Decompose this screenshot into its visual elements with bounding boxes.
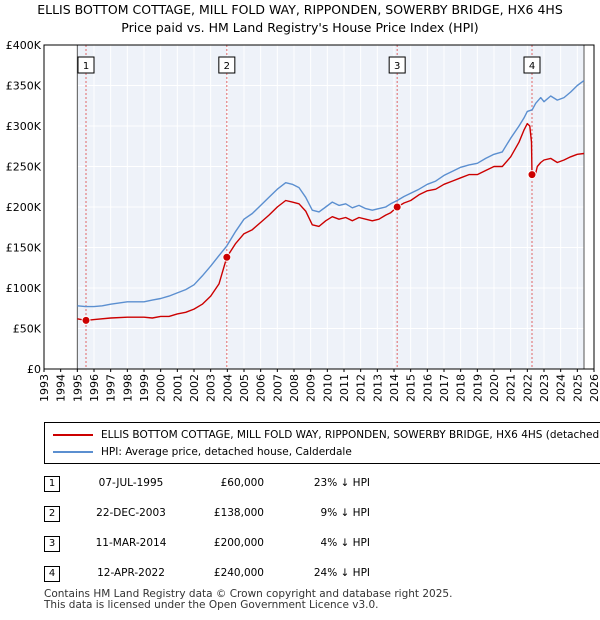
sale-label-number: 2 [224, 61, 230, 72]
x-tick-label: 2003 [205, 374, 218, 402]
table-row: 3 11-MAR-2014 £200,000 4% ↓ HPI [44, 534, 444, 554]
x-tick-label: 2024 [555, 374, 568, 402]
sale-label-number: 3 [394, 61, 400, 72]
series-line-hpi [77, 80, 585, 308]
x-tick-label: 2016 [421, 374, 434, 402]
sale-hpi-diff: 4% ↓ HPI [320, 537, 370, 549]
x-tick-label: 2023 [538, 374, 551, 402]
x-tick-label: 1999 [138, 374, 151, 402]
legend-swatch-property [53, 434, 93, 436]
x-tick-label: 2026 [588, 374, 600, 402]
sale-point [527, 170, 537, 180]
x-tick-label: 2012 [355, 374, 368, 402]
x-tick-label: 2018 [455, 374, 468, 402]
x-tick-label: 2004 [221, 374, 234, 402]
sale-label-box [388, 56, 406, 74]
x-tick-label: 2007 [271, 374, 284, 402]
legend-swatch-hpi [53, 451, 93, 453]
x-tick-label: 2014 [388, 374, 401, 402]
table-row: 4 12-APR-2022 £240,000 24% ↓ HPI [44, 564, 444, 584]
chart-subtitle: Price paid vs. HM Land Registry's House … [121, 20, 479, 35]
sale-date: 07-JUL-1995 [98, 477, 164, 489]
y-tick-label: £350K [6, 80, 42, 93]
chart-title: ELLIS BOTTOM COTTAGE, MILL FOLD WAY, RIP… [37, 2, 563, 17]
footer-note: Contains HM Land Registry data © Crown c… [44, 589, 452, 611]
legend-entry-hpi: HPI: Average price, detached house, Cald… [53, 444, 352, 460]
sale-label-box [523, 56, 541, 74]
legend: ELLIS BOTTOM COTTAGE, MILL FOLD WAY, RIP… [44, 422, 600, 464]
x-tick-label: 2020 [488, 374, 501, 402]
x-tick-label: 2017 [438, 374, 451, 402]
sale-label-box [218, 56, 236, 74]
sale-hpi-diff: 9% ↓ HPI [320, 507, 370, 519]
x-tick-label: 1998 [121, 374, 134, 402]
x-tick-label: 2021 [505, 374, 518, 402]
sale-number-badge: 2 [44, 506, 60, 522]
x-tick-label: 2013 [371, 374, 384, 402]
x-tick-label: 2011 [338, 374, 351, 402]
sale-label-number: 1 [83, 61, 89, 72]
sale-hpi-diff: 24% ↓ HPI [313, 567, 370, 579]
legend-label-hpi: HPI: Average price, detached house, Cald… [101, 446, 352, 458]
sale-hpi-diff: 23% ↓ HPI [313, 477, 370, 489]
x-tick-label: 2006 [255, 374, 268, 402]
sale-price: £200,000 [213, 537, 264, 549]
x-tick-label: 2000 [155, 374, 168, 402]
table-row: 2 22-DEC-2003 £138,000 9% ↓ HPI [44, 504, 444, 524]
x-tick-label: 2005 [238, 374, 251, 402]
y-tick-label: £100K [6, 282, 42, 295]
legend-entry-property: ELLIS BOTTOM COTTAGE, MILL FOLD WAY, RIP… [53, 427, 599, 443]
x-tick-label: 2002 [188, 374, 201, 402]
x-tick-label: 2022 [521, 374, 534, 402]
x-tick-label: 1995 [71, 374, 84, 402]
y-tick-label: £200K [6, 201, 42, 214]
x-tick-label: 2015 [405, 374, 418, 402]
x-tick-label: 1994 [55, 374, 68, 402]
sale-number-badge: 4 [44, 566, 60, 582]
sale-date: 11-MAR-2014 [95, 537, 167, 549]
sale-point [81, 315, 91, 325]
x-tick-label: 2025 [571, 374, 584, 402]
plot-frame [43, 44, 595, 370]
y-tick-label: £0 [27, 363, 41, 376]
x-tick-label: 1996 [88, 374, 101, 402]
x-tick-label: 2009 [305, 374, 318, 402]
x-tick-label: 1997 [105, 374, 118, 402]
sale-number-badge: 1 [44, 476, 60, 492]
sale-label-number: 4 [529, 61, 535, 72]
y-tick-label: £400K [6, 39, 42, 52]
series-line-property [77, 122, 585, 322]
sale-price: £240,000 [213, 567, 264, 579]
price-chart: £0 £50K £100K £150K £200K £250K £300K £350K £400… [6, 39, 600, 402]
x-tick-label: 2019 [471, 374, 484, 402]
footer-license: This data is licensed under the Open Gov… [44, 599, 379, 611]
x-tick-label: 1993 [38, 374, 51, 402]
table-row: 1 07-JUL-1995 £60,000 23% ↓ HPI [44, 474, 444, 494]
x-tick-label: 2001 [171, 374, 184, 402]
x-tick-label: 2008 [288, 374, 301, 402]
sale-point [222, 252, 232, 262]
sale-label-box [77, 56, 95, 74]
x-tick-label: 2010 [321, 374, 334, 402]
y-tick-label: £300K [6, 120, 42, 133]
legend-label-property: ELLIS BOTTOM COTTAGE, MILL FOLD WAY, RIP… [101, 429, 600, 441]
sale-point [392, 202, 402, 212]
sale-date: 12-APR-2022 [97, 567, 165, 579]
sale-price: £60,000 [220, 477, 264, 489]
footer-copyright: Contains HM Land Registry data © Crown c… [44, 588, 453, 600]
sale-price: £138,000 [213, 507, 264, 519]
y-tick-label: £250K [6, 161, 42, 174]
y-tick-label: £50K [13, 323, 42, 336]
y-tick-label: £150K [6, 242, 42, 255]
sale-number-badge: 3 [44, 536, 60, 552]
sale-date: 22-DEC-2003 [96, 507, 166, 519]
